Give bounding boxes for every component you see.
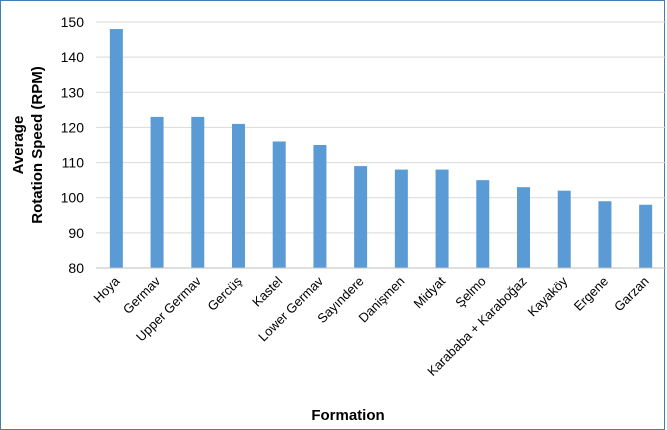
x-tick-label: Gercüş <box>204 273 245 314</box>
y-tick-label: 90 <box>68 225 84 241</box>
bar-13 <box>639 204 653 268</box>
bar-11 <box>557 190 571 268</box>
bar-8 <box>435 169 449 268</box>
bar-12 <box>598 201 612 268</box>
x-tick-label: Hoya <box>90 273 123 306</box>
bar-0 <box>109 29 123 269</box>
x-tick-label: Midyat <box>411 273 449 311</box>
bar-7 <box>394 169 408 268</box>
y-tick-labels: 80 90 100 110 120 130 140 150 <box>61 14 85 276</box>
bar-4 <box>272 141 286 268</box>
bar-3 <box>232 123 245 269</box>
y-tick-label: 150 <box>61 14 85 30</box>
y-axis-title-line-1: Average <box>10 116 27 175</box>
x-tick-label: Kastel <box>249 273 285 309</box>
bar-6 <box>354 166 368 268</box>
bar-2 <box>191 116 205 268</box>
bar-9 <box>476 180 490 268</box>
gridlines <box>96 21 666 269</box>
x-tick-label: Kayaköy <box>524 273 570 319</box>
y-tick-label: 80 <box>68 260 84 276</box>
bar-1 <box>150 116 164 268</box>
bar-10 <box>517 187 530 268</box>
y-tick-label: 100 <box>61 190 85 206</box>
bars <box>109 29 653 269</box>
x-tick-label: Ergene <box>571 274 611 314</box>
y-tick-label: 130 <box>61 84 85 100</box>
x-tick-label: Şelmo <box>452 274 489 311</box>
y-tick-label: 140 <box>61 49 85 65</box>
y-tick-label: 120 <box>61 119 85 135</box>
x-axis-title: Formation <box>311 407 384 424</box>
y-axis-title-line-2: Rotation Speed (RPM) <box>29 66 46 224</box>
x-tick-label: Garzan <box>611 274 652 315</box>
bar-5 <box>313 145 327 268</box>
y-tick-label: 110 <box>62 155 85 171</box>
